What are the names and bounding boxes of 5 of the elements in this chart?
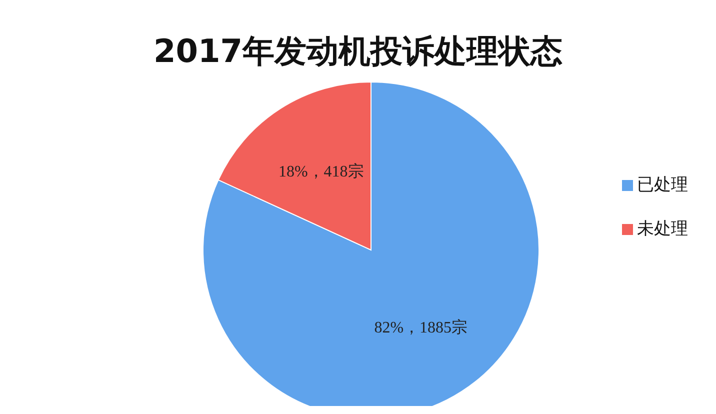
legend-label: 已处理 <box>637 175 688 195</box>
data-label: 82%，1885宗 <box>374 318 468 336</box>
data-label: 18%，418宗 <box>278 162 364 181</box>
legend-label: 未处理 <box>637 219 688 239</box>
chart-title: 2017年发动机投诉处理状态 <box>152 31 564 72</box>
